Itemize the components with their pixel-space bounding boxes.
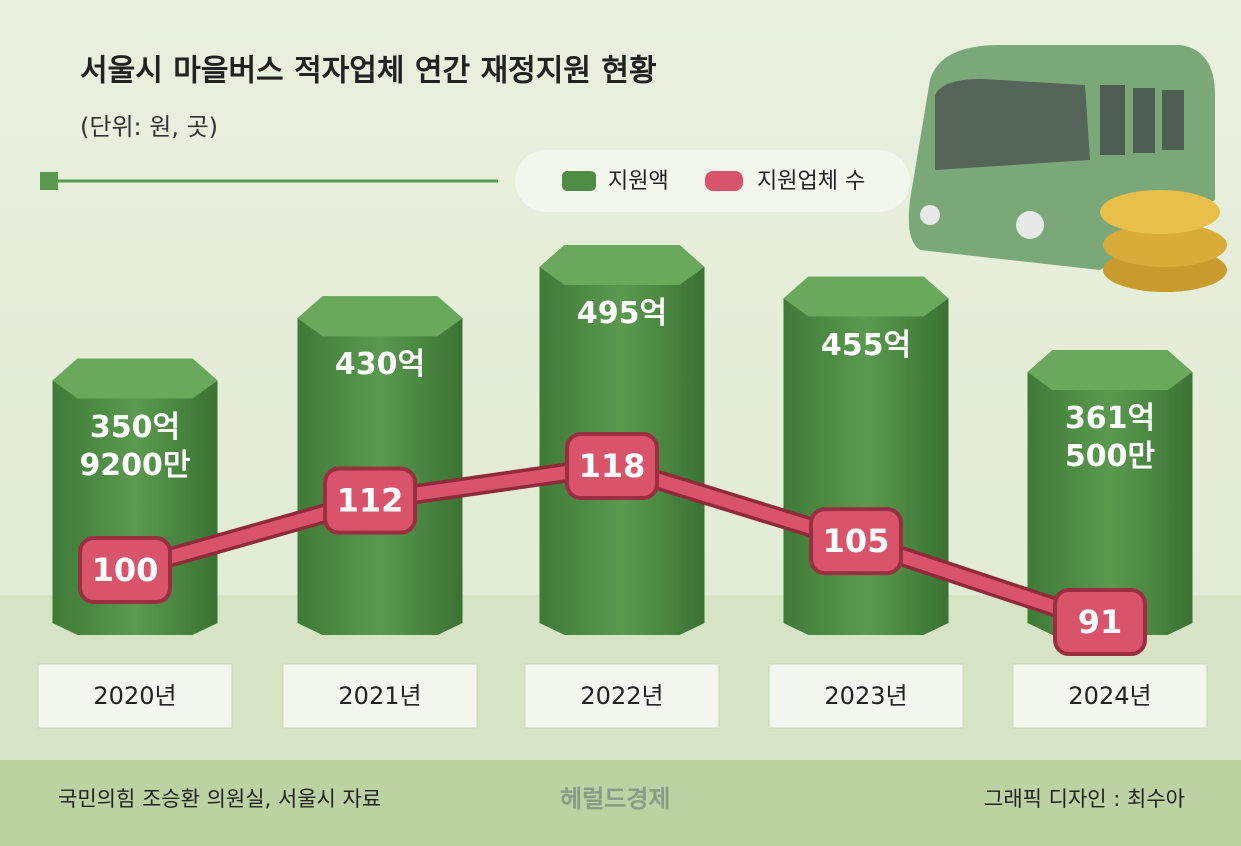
category-box <box>768 663 964 729</box>
bar <box>1027 350 1193 635</box>
legend-swatch <box>562 171 596 191</box>
legend-swatch <box>705 171 743 191</box>
x-tick-label: 2024년 <box>1068 682 1151 710</box>
x-tick-label: 2022년 <box>580 682 663 710</box>
line-value-label: 100 <box>92 551 159 589</box>
bar-value-label: 361억 500만 <box>1064 401 1156 475</box>
credit: 그래픽 디자인 : 최수아 <box>984 787 1185 811</box>
publisher: 헤럴드경제 <box>560 785 670 813</box>
line-value-label: 112 <box>337 482 404 520</box>
subtitle: (단위: 원, 곳) <box>80 113 218 141</box>
line-marker <box>809 507 903 576</box>
category-box <box>37 663 233 729</box>
bar-top <box>297 296 463 337</box>
x-tick-label: 2023년 <box>824 682 907 710</box>
source: 국민의힘 조승환 의원실, 서울시 자료 <box>58 787 381 811</box>
line-marker <box>78 536 172 604</box>
bar <box>297 296 463 635</box>
x-tick-label: 2020년 <box>93 682 176 710</box>
line-marker <box>1053 588 1147 656</box>
bar-value-label: 455억 <box>820 327 912 363</box>
bar-value-label: 430억 <box>334 347 426 383</box>
bar-value-label: 350억 9200만 <box>79 409 191 483</box>
line-value-label: 105 <box>823 522 890 560</box>
line-marker <box>323 466 417 535</box>
bus-illustration <box>908 45 1227 292</box>
category-box <box>282 663 478 729</box>
bar-top <box>52 358 218 399</box>
category-box <box>524 663 720 729</box>
bar-top <box>1027 350 1193 391</box>
line-value-label: 91 <box>1078 603 1123 641</box>
legend-label: 지원업체 수 <box>757 169 865 194</box>
bar-top <box>539 245 705 285</box>
bar-value-label: 495억 <box>576 296 668 331</box>
category-box <box>1012 663 1208 729</box>
line-marker <box>565 432 659 500</box>
line-value-label: 118 <box>579 447 646 485</box>
footer-band <box>0 760 1241 846</box>
bar-top <box>783 276 949 317</box>
chart-title: 서울시 마을버스 적자업체 연간 재정지원 현황 <box>80 54 657 89</box>
legend-label: 지원액 <box>608 169 669 194</box>
decor-square <box>40 172 58 190</box>
x-tick-label: 2021년 <box>338 682 421 710</box>
